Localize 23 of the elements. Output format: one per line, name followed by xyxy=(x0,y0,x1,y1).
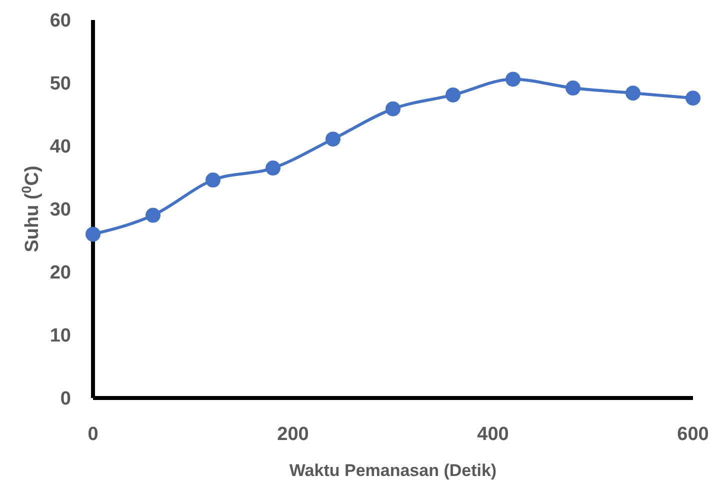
point xyxy=(266,160,280,176)
x-tick-label: 400 xyxy=(477,424,509,445)
point xyxy=(566,80,580,96)
point xyxy=(506,72,520,87)
y-tick-label: 30 xyxy=(50,200,71,221)
x-axis-title: Waktu Pemanasan (Detik) xyxy=(289,461,497,480)
y-tick-label: 50 xyxy=(50,74,71,95)
x-tick-label: 200 xyxy=(277,424,309,445)
point xyxy=(326,132,340,147)
point xyxy=(626,86,640,101)
point xyxy=(686,90,700,106)
point xyxy=(446,87,460,102)
point xyxy=(386,101,400,116)
point xyxy=(86,226,100,242)
y-tick-label: 20 xyxy=(50,262,71,284)
x-tick-label: 600 xyxy=(677,424,709,445)
y-tick-label: 10 xyxy=(50,326,71,347)
x-tick-label: 0 xyxy=(88,424,98,445)
point xyxy=(206,172,220,188)
y-tick-label: 40 xyxy=(50,136,71,158)
y-tick-label: 0 xyxy=(60,388,71,410)
point xyxy=(146,208,160,223)
y-tick-label: 60 xyxy=(50,10,71,32)
